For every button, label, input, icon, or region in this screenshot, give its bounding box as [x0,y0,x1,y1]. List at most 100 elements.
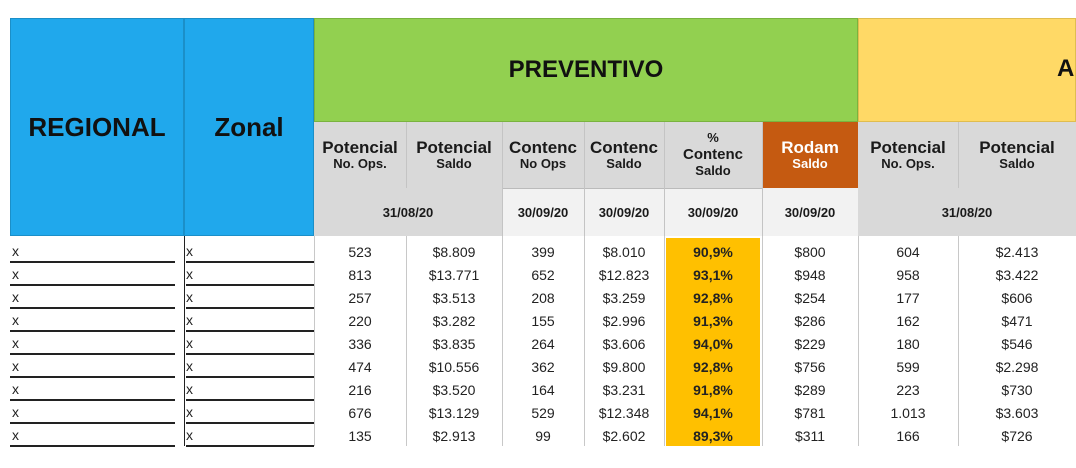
date-pct: 30/09/20 [664,188,762,236]
regional-cell: x [12,381,19,397]
pct-value-cell: 91,3% [693,312,733,329]
value-cell: 604 [896,243,920,260]
column-divider [184,236,185,446]
value-cell: $229 [794,335,826,352]
col-rodam-top: Rodam [781,137,839,157]
column-divider [762,236,763,446]
column-header-row [314,122,1076,188]
col-potencial2-saldo-bottom: Saldo [999,156,1035,172]
value-cell: $3.606 [602,335,646,352]
value-cell: $254 [794,289,826,306]
value-cell: 652 [531,266,555,283]
value-cell: $781 [794,404,826,421]
col-contenc-saldo-top: Contenc [590,137,658,157]
regional-header-label: REGIONAL [28,111,166,142]
value-cell: 99 [535,427,551,444]
pct-value-cell: 90,9% [693,243,733,260]
zonal-cell: x [186,427,193,443]
value-cell: 164 [531,381,555,398]
value-cell: $289 [794,381,826,398]
row-divider [10,399,175,401]
regional-cell: x [12,427,19,443]
col-potencial2-saldo: Potencial Saldo [958,122,1076,188]
date-contenc-ops-label: 30/09/20 [517,205,569,220]
date-contenc-ops: 30/09/20 [502,188,584,236]
pct-value-cell: 92,8% [693,358,733,375]
col-potencial-saldo: Potencial Saldo [406,122,502,188]
value-cell: $726 [1001,427,1033,444]
value-cell: $3.603 [995,404,1039,421]
pct-value-cell: 91,8% [693,381,733,398]
regional-cell: x [12,312,19,328]
zonal-header-label: Zonal [214,111,284,142]
column-divider [958,236,959,446]
date-rodam: 30/09/20 [762,188,858,236]
value-cell: $3.231 [602,381,646,398]
value-cell: 135 [348,427,372,444]
pct-value-cell: 89,3% [693,427,733,444]
zonal-cell: x [186,381,193,397]
row-divider [186,261,314,263]
row-divider [10,445,175,447]
value-cell: 208 [531,289,555,306]
row-divider [10,376,175,378]
row-divider [186,330,314,332]
value-cell: $606 [1001,289,1033,306]
col-pct-contenc-bottom: Saldo [695,162,731,178]
value-cell: 257 [348,289,372,306]
value-cell: $12.348 [598,404,650,421]
row-divider [186,284,314,286]
col-potencial2-saldo-top: Potencial [979,137,1055,157]
pct-column-fill [666,238,760,446]
zonal-cell: x [186,404,193,420]
column-divider [406,236,407,446]
row-divider [186,445,314,447]
row-divider [10,330,175,332]
value-cell: 180 [896,335,920,352]
value-cell: $3.282 [432,312,476,329]
value-cell: $311 [794,427,826,444]
col-contenc-ops-top: Contenc [509,137,577,157]
value-cell: 166 [896,427,920,444]
pct-value-cell: 94,1% [693,404,733,421]
date-potencial: 31/08/20 [314,188,502,236]
value-cell: 177 [896,289,920,306]
value-cell: $8.010 [602,243,646,260]
value-cell: $730 [1001,381,1033,398]
col-potencial2-ops-top: Potencial [870,137,946,157]
row-divider [10,261,175,263]
value-cell: $12.823 [598,266,650,283]
row-divider [186,353,314,355]
row-divider [186,399,314,401]
zonal-cell: x [186,358,193,374]
value-cell: 264 [531,335,555,352]
zonal-cell: x [186,335,193,351]
regional-cell: x [12,335,19,351]
col-contenc-saldo: Contenc Saldo [584,122,664,188]
col-potencial-ops-bottom: No. Ops. [333,156,387,172]
zonal-header: Zonal [184,18,314,236]
regional-cell: x [12,404,19,420]
date-rodam-label: 30/09/20 [784,204,836,220]
regional-cell: x [12,289,19,305]
column-divider [314,236,315,446]
value-cell: $471 [1001,312,1033,329]
value-cell: $13.129 [428,404,480,421]
column-divider [664,236,665,446]
value-cell: $948 [794,266,826,283]
value-cell: $13.771 [428,266,480,283]
regional-cell: x [12,358,19,374]
value-cell: 220 [348,312,372,329]
col-potencial-ops: Potencial No. Ops. [314,122,406,188]
column-divider [584,236,585,446]
col-rodam-bottom: Saldo [792,156,828,172]
col-potencial-saldo-bottom: Saldo [436,156,472,172]
date-contenc-saldo: 30/09/20 [584,188,664,236]
col-potencial-ops-top: Potencial [322,137,398,157]
col-pct-contenc-top: % [707,130,719,146]
value-cell: 399 [531,243,555,260]
value-cell: $3.835 [432,335,476,352]
col-contenc-ops: Contenc No Ops [502,122,584,188]
value-cell: $286 [794,312,826,329]
col-rodam-saldo: Rodam Saldo [762,122,858,188]
